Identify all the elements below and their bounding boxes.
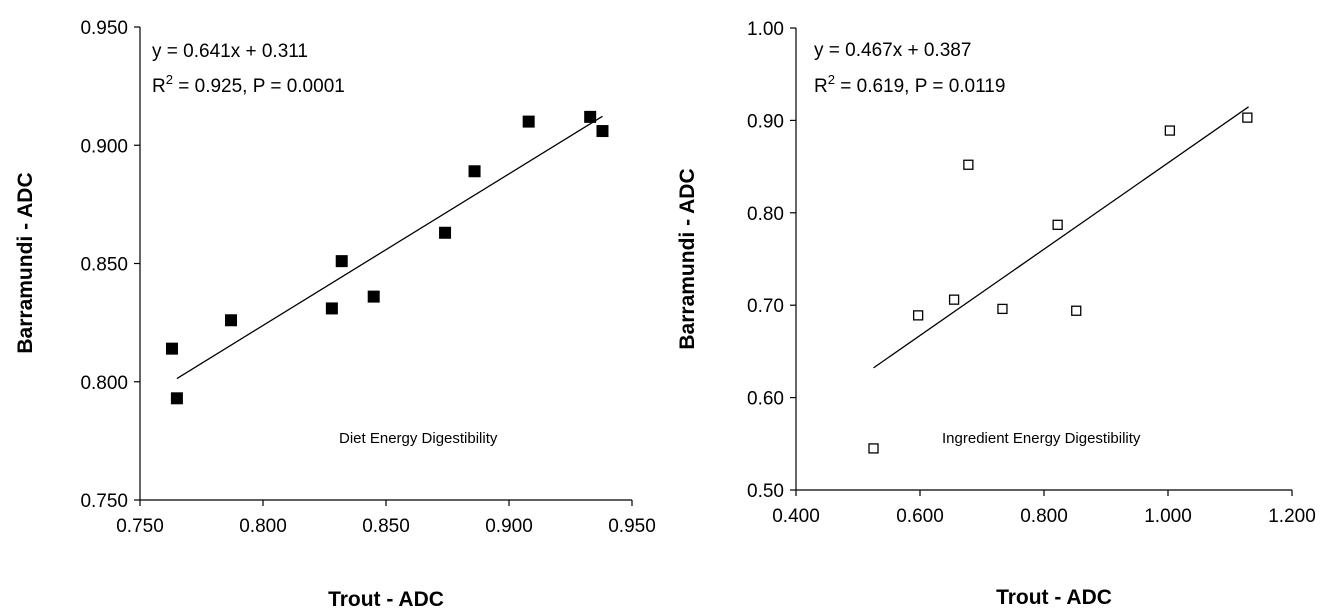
data-point: [912, 310, 924, 321]
data-point: [1052, 219, 1063, 230]
x-axis-title: Trout - ADC: [996, 586, 1112, 609]
trendline: [176, 115, 603, 380]
y-tick-label: 0.800: [80, 373, 128, 394]
x-tick-label: 1.200: [1268, 506, 1316, 527]
equation-label: y = 0.467x + 0.387: [814, 40, 971, 61]
y-tick-label: 0.900: [80, 136, 128, 157]
y-tick-label: 0.750: [80, 491, 128, 512]
y-tick-label: 0.60: [747, 389, 784, 410]
data-point: [325, 302, 338, 315]
x-axis-title: Trout - ADC: [328, 588, 444, 611]
ingredient-energy-chart: 0.50 0.60 0.70 0.80 0.90 1.00 0.400 0.600 0.800 1…: [676, 19, 1316, 609]
y-axis-title: Barramundi - ADC: [14, 172, 37, 353]
data-point: [170, 392, 183, 405]
diet-energy-chart: 0.750 0.800 0.850 0.900 0.950 0.750 0.800 0.850…: [14, 18, 656, 611]
x-tick-label: 0.800: [239, 516, 287, 537]
r-squared-label: R2 = 0.619, P = 0.0119: [814, 72, 1005, 97]
y-tick-label: 0.70: [747, 296, 784, 317]
x-tick-label: 0.800: [1020, 506, 1068, 527]
y-tick-label: 0.850: [80, 255, 128, 276]
data-point: [584, 110, 597, 123]
y-tick-label: 0.90: [747, 111, 784, 132]
annotation-label: Diet Energy Digestibility: [339, 430, 498, 447]
x-tick-label: 1.000: [1144, 506, 1192, 527]
annotation-label: Ingredient Energy Digestibility: [942, 430, 1141, 447]
data-point: [165, 342, 178, 355]
data-point: [596, 125, 609, 138]
x-tick-label: 0.400: [772, 506, 820, 527]
y-tick-label: 0.50: [747, 481, 784, 502]
x-tick-label: 0.950: [608, 516, 656, 537]
data-point: [468, 165, 481, 178]
data-point: [225, 314, 238, 327]
data-point: [1242, 112, 1253, 123]
data-point: [367, 290, 380, 303]
data-point: [439, 226, 452, 239]
data-point: [997, 303, 1008, 315]
x-tick-label: 0.900: [485, 516, 533, 537]
x-tick-label: 0.600: [896, 506, 944, 527]
y-tick-label: 0.950: [80, 18, 128, 39]
data-point: [522, 115, 535, 128]
data-point: [948, 294, 960, 305]
data-point: [963, 159, 974, 170]
y-tick-label: 1.00: [747, 19, 784, 40]
y-tick-label: 0.80: [747, 204, 784, 225]
equation-label: y = 0.641x + 0.311: [152, 41, 308, 62]
data-point: [1164, 125, 1176, 136]
x-tick-label: 0.850: [362, 516, 410, 537]
data-point: [335, 255, 348, 268]
data-point: [1071, 305, 1082, 316]
data-point: [868, 443, 879, 454]
x-tick-label: 0.750: [116, 516, 164, 537]
y-axis-title: Barramundi - ADC: [676, 168, 699, 349]
trendline: [873, 106, 1249, 369]
r-squared-label: R2 = 0.925, P = 0.0001: [152, 72, 345, 97]
